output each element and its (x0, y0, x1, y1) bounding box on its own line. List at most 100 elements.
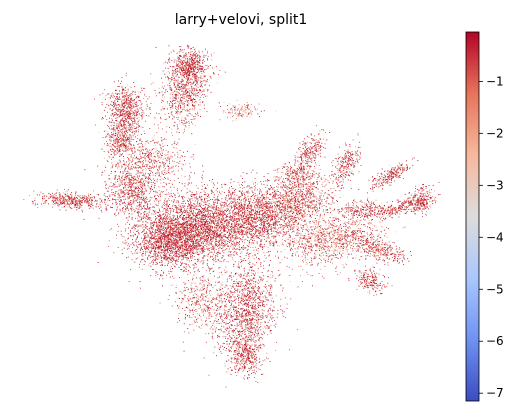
scatter-point (196, 198, 197, 199)
scatter-point (273, 242, 274, 243)
scatter-point (255, 182, 256, 183)
scatter-point (168, 247, 169, 248)
scatter-point (160, 240, 161, 241)
scatter-point (176, 227, 177, 228)
scatter-point (190, 219, 191, 220)
scatter-point (219, 210, 220, 211)
scatter-point (243, 227, 244, 228)
scatter-point (169, 242, 170, 243)
scatter-point (135, 228, 136, 229)
scatter-point (191, 222, 192, 223)
scatter-point (186, 264, 187, 265)
scatter-point (245, 273, 246, 274)
scatter-point (178, 244, 179, 245)
scatter-point (240, 256, 241, 257)
scatter-point (167, 216, 168, 217)
scatter-point (272, 218, 273, 219)
scatter-point (210, 218, 211, 219)
scatter-point (236, 251, 237, 252)
scatter-point (206, 255, 207, 256)
scatter-point (191, 232, 192, 233)
scatter-point (178, 202, 179, 203)
scatter-point (198, 260, 199, 261)
scatter-point (239, 218, 240, 219)
scatter-point (269, 211, 270, 212)
scatter-point (199, 194, 200, 195)
scatter-point (283, 211, 284, 212)
scatter-point (251, 237, 252, 238)
scatter-point (181, 226, 182, 227)
scatter-point (249, 188, 250, 189)
scatter-point (133, 226, 134, 227)
scatter-point (150, 232, 151, 233)
scatter-point (186, 224, 187, 225)
scatter-point (227, 237, 228, 238)
scatter-point (205, 202, 206, 203)
scatter-point (167, 227, 168, 228)
scatter-point (190, 228, 191, 229)
scatter-point (193, 212, 194, 213)
scatter-point (204, 209, 205, 210)
scatter-point (147, 219, 148, 220)
scatter-point (199, 218, 200, 219)
scatter-point (222, 215, 223, 216)
scatter-point (169, 208, 170, 209)
scatter-point (182, 234, 183, 235)
scatter-point (221, 237, 222, 238)
scatter-point (165, 236, 166, 237)
scatter-point (275, 228, 276, 229)
scatter-point (199, 241, 200, 242)
scatter-point (142, 188, 143, 189)
scatter-point (193, 264, 194, 265)
scatter-point (165, 265, 166, 266)
scatter-point (173, 220, 174, 221)
scatter-point (255, 185, 256, 186)
scatter-point (143, 200, 144, 201)
scatter-point (175, 240, 176, 241)
scatter-point (191, 242, 192, 243)
scatter-point (173, 251, 174, 252)
scatter-point (223, 256, 224, 257)
scatter-point (225, 184, 226, 185)
scatter-point (206, 246, 207, 247)
scatter-point (237, 201, 238, 202)
scatter-point (268, 218, 269, 219)
scatter-point (218, 212, 219, 213)
scatter-point (235, 238, 236, 239)
scatter-point (184, 249, 185, 250)
scatter-point (232, 221, 233, 222)
scatter-point (193, 208, 194, 209)
scatter-point (234, 190, 235, 191)
scatter-point (219, 241, 220, 242)
scatter-point (148, 256, 149, 257)
scatter-point (150, 225, 151, 226)
scatter-point (181, 263, 182, 264)
scatter-point (201, 220, 202, 221)
scatter-point (254, 234, 255, 235)
scatter-point (251, 239, 252, 240)
scatter-point (221, 227, 222, 228)
scatter-point (174, 231, 175, 232)
scatter-point (223, 205, 224, 206)
scatter-point (245, 202, 246, 203)
scatter-point (253, 214, 254, 215)
scatter-point (150, 263, 151, 264)
scatter-point (208, 244, 209, 245)
scatter-point (216, 261, 217, 262)
scatter-point (189, 223, 190, 224)
scatter-point (183, 225, 184, 226)
scatter-point (184, 197, 185, 198)
scatter-point (133, 242, 134, 243)
scatter-point (243, 206, 244, 207)
scatter-point (185, 257, 186, 258)
scatter-point (146, 233, 147, 234)
scatter-point (202, 189, 203, 190)
scatter-point (140, 281, 141, 282)
scatter-point (202, 218, 203, 219)
scatter-point (278, 187, 279, 188)
scatter-point (203, 258, 204, 259)
scatter-point (227, 214, 228, 215)
scatter-point (176, 231, 177, 232)
scatter-point (187, 236, 188, 237)
scatter-point (270, 240, 271, 241)
